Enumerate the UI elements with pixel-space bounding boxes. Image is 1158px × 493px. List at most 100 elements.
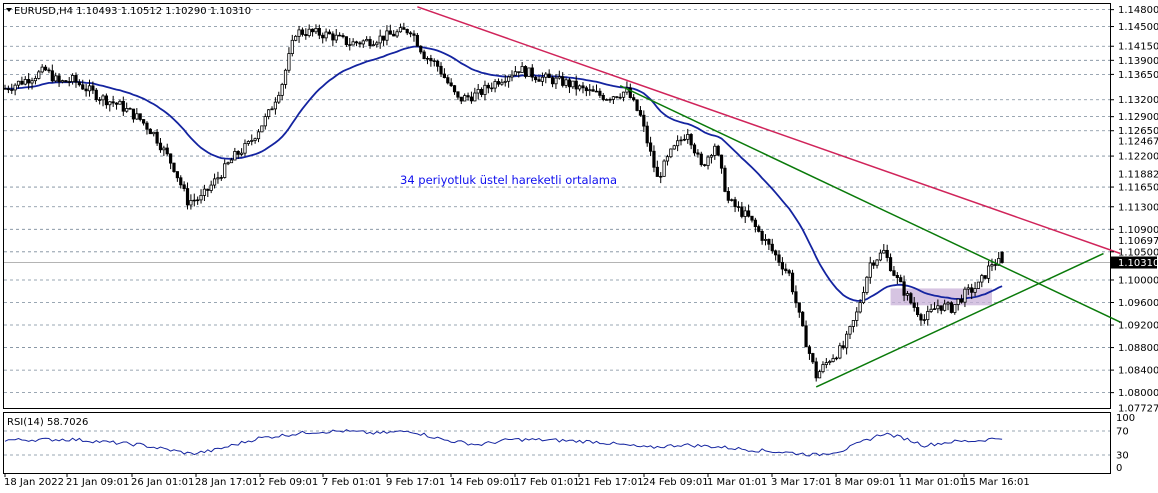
price-label: 1.10500 bbox=[1118, 247, 1158, 258]
candle bbox=[118, 99, 122, 105]
candle bbox=[6, 85, 10, 94]
candle bbox=[402, 22, 406, 30]
candle bbox=[64, 79, 68, 83]
candle bbox=[442, 68, 447, 79]
candle bbox=[811, 352, 815, 365]
candle bbox=[392, 30, 396, 37]
candle bbox=[179, 175, 183, 189]
collapse-arrow-icon[interactable] bbox=[6, 8, 12, 12]
candle bbox=[872, 260, 876, 269]
candle bbox=[294, 34, 298, 42]
candle bbox=[530, 64, 534, 82]
candle bbox=[676, 135, 680, 152]
time-label: 7 Feb 01:01 bbox=[322, 477, 381, 488]
candle bbox=[986, 260, 991, 284]
candle bbox=[571, 80, 575, 89]
candle bbox=[348, 38, 352, 51]
candle bbox=[713, 143, 717, 160]
candle bbox=[344, 36, 348, 47]
candle bbox=[496, 78, 501, 87]
candle bbox=[189, 194, 193, 210]
candle bbox=[655, 160, 659, 177]
candle bbox=[868, 256, 872, 284]
trendline-descending-channel[interactable] bbox=[619, 84, 1121, 323]
candle bbox=[98, 96, 102, 105]
candle bbox=[682, 134, 686, 142]
current-price-badge bbox=[1111, 256, 1157, 269]
candle bbox=[534, 75, 538, 83]
candle bbox=[436, 59, 440, 72]
candle bbox=[84, 83, 88, 97]
candle bbox=[845, 330, 849, 355]
candle bbox=[27, 73, 31, 90]
ema-line bbox=[5, 45, 1003, 302]
candle bbox=[314, 24, 318, 35]
candle bbox=[246, 140, 250, 146]
candle bbox=[581, 82, 585, 94]
candle bbox=[121, 96, 125, 116]
time-label: 11 Mar 01:01 bbox=[899, 477, 966, 488]
candle bbox=[324, 28, 328, 42]
candle bbox=[378, 29, 382, 49]
trendline-upper-resistance[interactable] bbox=[417, 6, 1121, 255]
candle bbox=[128, 107, 132, 110]
candle bbox=[885, 244, 889, 262]
price-label: 1.13200 bbox=[1118, 95, 1158, 106]
candle bbox=[219, 175, 223, 181]
candle bbox=[277, 91, 281, 105]
candle bbox=[270, 106, 274, 111]
candle bbox=[209, 180, 213, 194]
candle bbox=[493, 79, 497, 93]
candle bbox=[500, 78, 504, 86]
time-label: 2 Feb 09:01 bbox=[259, 477, 318, 488]
candle bbox=[892, 266, 896, 277]
candle bbox=[243, 139, 247, 156]
candle bbox=[821, 361, 825, 374]
candle bbox=[706, 155, 710, 170]
candle bbox=[429, 54, 433, 67]
candle bbox=[456, 91, 460, 100]
price-label: 1.07727 bbox=[1118, 404, 1158, 415]
candle bbox=[74, 72, 78, 88]
candle bbox=[125, 102, 129, 113]
candle bbox=[267, 109, 271, 120]
candle bbox=[341, 33, 345, 39]
candle bbox=[662, 159, 666, 177]
price-label: 1.12650 bbox=[1118, 126, 1158, 137]
ema-annotation: 34 periyotluk üstel hareketli ortalama bbox=[400, 173, 617, 187]
candle bbox=[692, 142, 697, 156]
price-label: 1.12467 bbox=[1118, 137, 1158, 148]
trendline-ascending-support[interactable] bbox=[815, 252, 1104, 388]
price-label: 1.11300 bbox=[1118, 202, 1158, 213]
candle bbox=[354, 40, 359, 47]
candle bbox=[23, 76, 27, 86]
price-label: 1.10900 bbox=[1118, 225, 1158, 236]
candle bbox=[970, 283, 974, 300]
candle bbox=[250, 134, 254, 146]
time-label: 17 Feb 01:01 bbox=[514, 477, 580, 488]
ema-layer bbox=[5, 45, 1003, 302]
candle bbox=[696, 149, 700, 158]
candle bbox=[304, 28, 308, 40]
candle bbox=[101, 94, 105, 107]
candle bbox=[175, 171, 179, 182]
candle bbox=[848, 325, 852, 339]
candle bbox=[855, 307, 859, 327]
candle bbox=[638, 106, 643, 117]
rsi-layer: 100 70 300 bbox=[4, 413, 1135, 474]
price-label: 1.08800 bbox=[1118, 343, 1158, 354]
candle bbox=[216, 171, 220, 184]
candle bbox=[239, 148, 244, 157]
price-label: 1.11650 bbox=[1118, 183, 1158, 194]
candle bbox=[878, 249, 883, 262]
candle bbox=[162, 145, 166, 157]
time-label: 21 Jan 09:01 bbox=[66, 477, 129, 488]
candle bbox=[192, 193, 196, 207]
candle bbox=[939, 305, 943, 315]
candle bbox=[557, 70, 561, 80]
candle bbox=[611, 95, 616, 105]
candle bbox=[686, 128, 690, 144]
candle bbox=[148, 128, 152, 135]
